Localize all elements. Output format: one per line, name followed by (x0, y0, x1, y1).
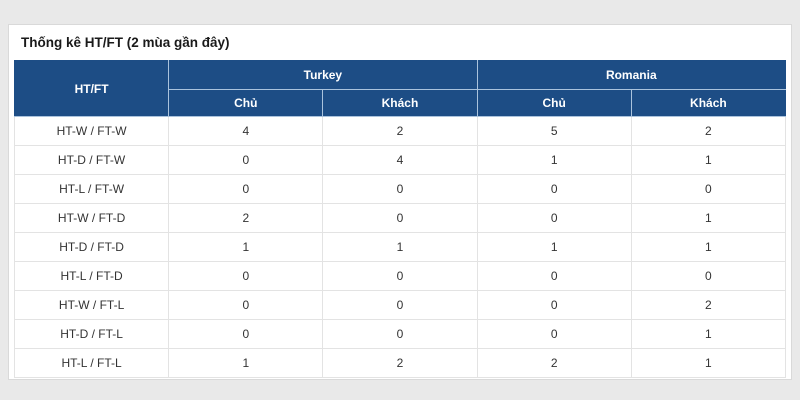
stat-cell-turkey-away: 0 (322, 261, 478, 291)
row-label: HT-D / FT-D (13, 232, 170, 262)
stat-cell-romania-away: 1 (630, 319, 787, 349)
table-row: HT-L / FT-L 1 2 2 1 (13, 348, 787, 378)
row-label: HT-W / FT-W (13, 116, 170, 146)
stat-cell-romania-home: 2 (476, 348, 632, 378)
row-label: HT-L / FT-L (13, 348, 170, 378)
stat-cell-turkey-home: 4 (168, 116, 324, 146)
stat-cell-romania-away: 2 (630, 116, 787, 146)
table-row: HT-W / FT-D 2 0 0 1 (13, 203, 787, 233)
stat-cell-turkey-home: 0 (168, 174, 324, 204)
stat-cell-turkey-away: 0 (322, 203, 478, 233)
table-row: HT-D / FT-L 0 0 0 1 (13, 319, 787, 349)
table-row: HT-D / FT-D 1 1 1 1 (13, 232, 787, 262)
stat-cell-turkey-home: 0 (168, 261, 324, 291)
stat-cell-romania-home: 0 (476, 319, 632, 349)
stat-cell-turkey-away: 0 (322, 290, 478, 320)
stat-cell-turkey-away: 2 (322, 116, 478, 146)
stat-cell-turkey-away: 1 (322, 232, 478, 262)
stat-cell-romania-home: 0 (476, 203, 632, 233)
col-header-romania-home: Chủ (476, 89, 632, 117)
stat-cell-romania-away: 1 (630, 203, 787, 233)
stat-cell-romania-away: 0 (630, 174, 787, 204)
row-label: HT-D / FT-W (13, 145, 170, 175)
table-row: HT-L / FT-W 0 0 0 0 (13, 174, 787, 204)
stat-cell-romania-home: 0 (476, 261, 632, 291)
stat-cell-romania-home: 1 (476, 232, 632, 262)
htft-stats-table: HT/FT Turkey Romania Chủ Khách Chủ Khách… (13, 60, 787, 378)
table-row: HT-W / FT-W 4 2 5 2 (13, 116, 787, 146)
stat-cell-turkey-home: 1 (168, 348, 324, 378)
team-header-romania: Romania (476, 60, 787, 90)
stat-cell-turkey-home: 0 (168, 290, 324, 320)
stat-cell-romania-away: 1 (630, 145, 787, 175)
header-row-homeaway: Chủ Khách Chủ Khách (15, 89, 787, 117)
header-row-teams: HT/FT Turkey Romania (13, 60, 787, 117)
stat-cell-romania-home: 1 (476, 145, 632, 175)
stat-cell-turkey-away: 4 (322, 145, 478, 175)
table-row: HT-D / FT-W 0 4 1 1 (13, 145, 787, 175)
team-header-turkey: Turkey (168, 60, 478, 90)
stat-cell-turkey-home: 2 (168, 203, 324, 233)
stat-cell-turkey-home: 0 (168, 145, 324, 175)
stat-cell-turkey-home: 1 (168, 232, 324, 262)
table-header: HT/FT Turkey Romania Chủ Khách Chủ Khách (13, 60, 787, 117)
row-label: HT-D / FT-L (13, 319, 170, 349)
stat-cell-turkey-away: 2 (322, 348, 478, 378)
stat-cell-romania-home: 5 (476, 116, 632, 146)
corner-header-htft: HT/FT (13, 60, 170, 117)
row-label: HT-W / FT-D (13, 203, 170, 233)
stats-card: Thống kê HT/FT (2 mùa gần đây) HT/FT Tur… (8, 24, 792, 380)
stat-cell-turkey-home: 0 (168, 319, 324, 349)
stat-cell-turkey-away: 0 (322, 174, 478, 204)
stat-cell-romania-away: 0 (630, 261, 787, 291)
row-label: HT-L / FT-D (13, 261, 170, 291)
col-header-romania-away: Khách (630, 89, 787, 117)
stat-cell-romania-away: 1 (630, 348, 787, 378)
stat-cell-romania-away: 2 (630, 290, 787, 320)
row-label: HT-W / FT-L (13, 290, 170, 320)
col-header-turkey-home: Chủ (168, 89, 324, 117)
table-body: HT-W / FT-W 4 2 5 2 HT-D / FT-W 0 4 1 1 … (13, 116, 787, 378)
stat-cell-turkey-away: 0 (322, 319, 478, 349)
page-title: Thống kê HT/FT (2 mùa gần đây) (21, 35, 230, 50)
table-row: HT-W / FT-L 0 0 0 2 (13, 290, 787, 320)
col-header-turkey-away: Khách (322, 89, 478, 117)
table-row: HT-L / FT-D 0 0 0 0 (13, 261, 787, 291)
row-label: HT-L / FT-W (13, 174, 170, 204)
stat-cell-romania-home: 0 (476, 290, 632, 320)
stat-cell-romania-away: 1 (630, 232, 787, 262)
stat-cell-romania-home: 0 (476, 174, 632, 204)
